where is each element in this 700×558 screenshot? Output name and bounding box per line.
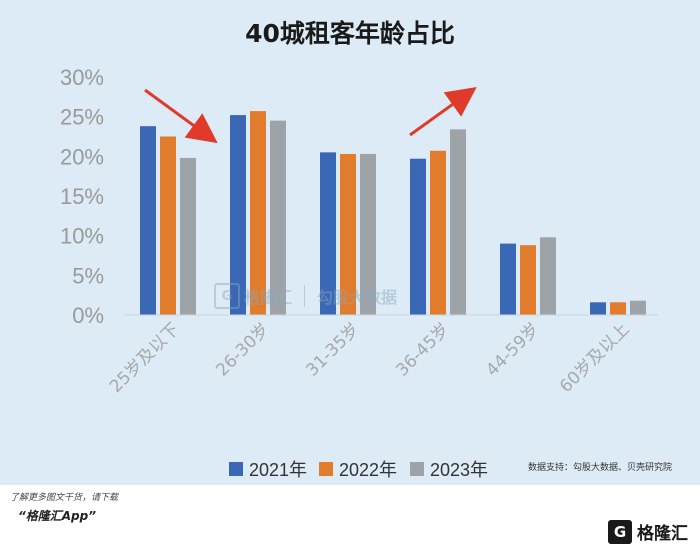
bar-4-1 — [410, 158, 426, 315]
watermark-sub: 勾股大数据 — [317, 288, 398, 307]
bar-6-2 — [610, 302, 626, 315]
watermark-brand: 格隆汇 — [244, 288, 293, 307]
bar-6-3 — [630, 300, 646, 315]
y-tick-label: 20% — [60, 144, 104, 169]
x-category-label: 26-30岁 — [212, 319, 273, 380]
y-tick-label: 0% — [72, 303, 104, 328]
source-note: 数据支持：勾股大数据、贝壳研究院 — [527, 463, 672, 473]
watermark: G 格隆汇 勾股大数据 — [214, 283, 397, 309]
x-category-label: 31-35岁 — [302, 319, 363, 380]
bar-4-2 — [430, 150, 446, 315]
bar-6-1 — [590, 302, 606, 315]
y-tick-label: 15% — [60, 184, 104, 209]
bar-1-2 — [160, 136, 176, 315]
legend-label: 2021年 — [249, 460, 307, 480]
legend-swatch — [410, 462, 424, 476]
y-tick-label: 30% — [60, 65, 104, 90]
bar-5-2 — [520, 245, 536, 315]
bar-3-2 — [340, 153, 356, 315]
bar-5-1 — [500, 243, 516, 315]
bar-2-1 — [230, 115, 246, 315]
bar-1-3 — [180, 157, 196, 315]
chart-title: 40城租客年龄占比 — [245, 19, 455, 48]
legend-label: 2022年 — [339, 460, 397, 480]
bar-2-3 — [270, 120, 286, 315]
watermark-logo-icon: G — [214, 283, 240, 309]
footer-logo[interactable]: G 格隆汇 — [608, 519, 688, 544]
bar-4-3 — [450, 129, 466, 315]
bar-3-3 — [360, 153, 376, 315]
gelonghui-logo-icon: G — [608, 519, 632, 544]
bar-1-1 — [140, 126, 156, 315]
legend-swatch — [319, 462, 333, 476]
watermark-divider — [304, 285, 306, 307]
trend-arrow-up — [409, 86, 477, 137]
legend-swatch — [229, 462, 243, 476]
x-category-label: 44-59岁 — [482, 319, 543, 380]
legend-label: 2023年 — [430, 460, 488, 480]
bar-5-3 — [540, 237, 556, 315]
footer-promo-text: 了解更多图文干货，请下载 — [10, 493, 119, 503]
bar-chart: 0% 5% 10% 15% 20% 25% 30% 25岁及以下 26-30岁 31-35岁 36… — [60, 65, 658, 480]
chart-card: 40城租客年龄占比 0% 5% 10% 15% 20% 25% 30% 25岁及以下 26-3… — [0, 0, 700, 485]
footer-logo-text: 格隆汇 — [637, 524, 688, 544]
x-category-label: 25岁及以下 — [106, 319, 184, 397]
y-tick-label: 5% — [72, 263, 104, 288]
bar-3-1 — [320, 152, 336, 315]
trend-arrow-down — [144, 88, 218, 144]
footer-app-name[interactable]: “格隆汇App” — [18, 509, 96, 523]
bar-2-2 — [250, 111, 266, 315]
y-tick-label: 10% — [60, 224, 104, 249]
x-category-label: 36-45岁 — [392, 319, 453, 380]
x-category-label: 60岁及以上 — [556, 319, 634, 397]
y-tick-label: 25% — [60, 105, 104, 130]
